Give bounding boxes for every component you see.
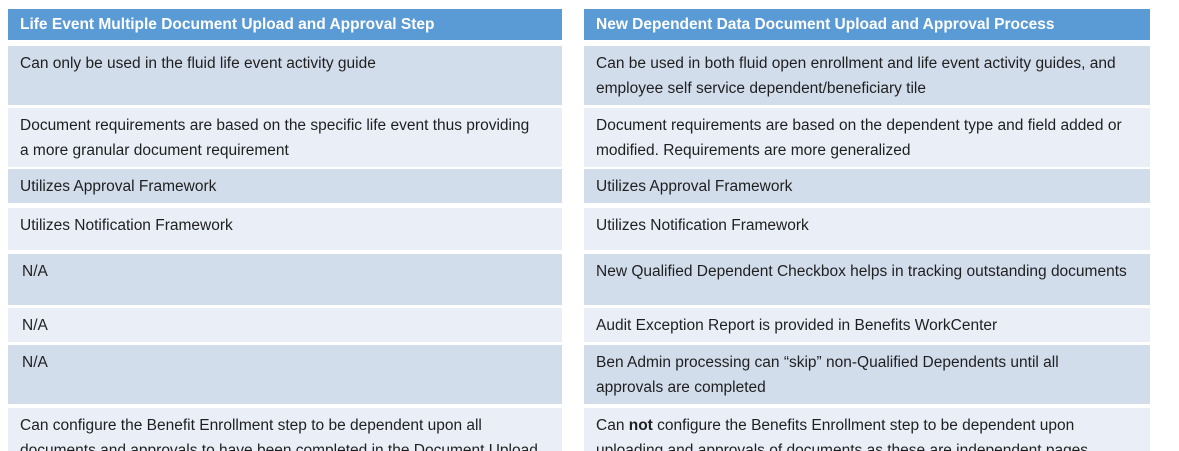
table-cell-left: Can only be used in the fluid life event… <box>8 46 562 105</box>
header-row: Life Event Multiple Document Upload and … <box>8 9 1150 40</box>
column-gap <box>562 208 584 250</box>
table-cell-left: N/A <box>8 345 562 404</box>
table-cell-right: Utilizes Notification Framework <box>584 208 1150 250</box>
column-header-right: New Dependent Data Document Upload and A… <box>584 9 1150 40</box>
table-row: Can only be used in the fluid life event… <box>8 46 1150 105</box>
column-gap <box>562 46 584 105</box>
column-gap <box>562 108 584 167</box>
table-row: N/A Ben Admin processing can “skip” non-… <box>8 345 1150 404</box>
column-header-left: Life Event Multiple Document Upload and … <box>8 9 562 40</box>
column-gap <box>562 345 584 404</box>
table-cell-right: Ben Admin processing can “skip” non-Qual… <box>584 345 1150 404</box>
table-cell-left: Utilizes Notification Framework <box>8 208 562 250</box>
column-gap <box>562 408 584 451</box>
table-row: Can configure the Benefit Enrollment ste… <box>8 408 1150 451</box>
table-row: Utilizes Approval Framework Utilizes App… <box>8 169 1150 203</box>
column-gap <box>562 169 584 203</box>
column-gap <box>562 254 584 305</box>
table-cell-right: Can not configure the Benefits Enrollmen… <box>584 408 1150 451</box>
text-segment: Can <box>596 417 629 434</box>
table-cell-left: N/A <box>8 254 562 305</box>
table-cell-right: Can be used in both fluid open enrollmen… <box>584 46 1150 105</box>
column-gap <box>562 9 584 40</box>
text-segment: configure the Benefits Enrollment step t… <box>596 417 1089 451</box>
table-cell-right: Audit Exception Report is provided in Be… <box>584 308 1150 342</box>
table-cell-left: N/A <box>8 308 562 342</box>
table-cell-right: Document requirements are based on the d… <box>584 108 1150 167</box>
bold-text-segment: not <box>628 417 653 434</box>
table-cell-right: New Qualified Dependent Checkbox helps i… <box>584 254 1150 305</box>
table-cell-left: Utilizes Approval Framework <box>8 169 562 203</box>
table-row: Utilizes Notification Framework Utilizes… <box>8 208 1150 250</box>
table-cell-left: Can configure the Benefit Enrollment ste… <box>8 408 562 451</box>
column-gap <box>562 308 584 342</box>
table-row: Document requirements are based on the s… <box>8 108 1150 167</box>
table-cell-left: Document requirements are based on the s… <box>8 108 562 167</box>
table-row: N/A Audit Exception Report is provided i… <box>8 308 1150 342</box>
table-cell-right: Utilizes Approval Framework <box>584 169 1150 203</box>
table-row: N/A New Qualified Dependent Checkbox hel… <box>8 254 1150 305</box>
